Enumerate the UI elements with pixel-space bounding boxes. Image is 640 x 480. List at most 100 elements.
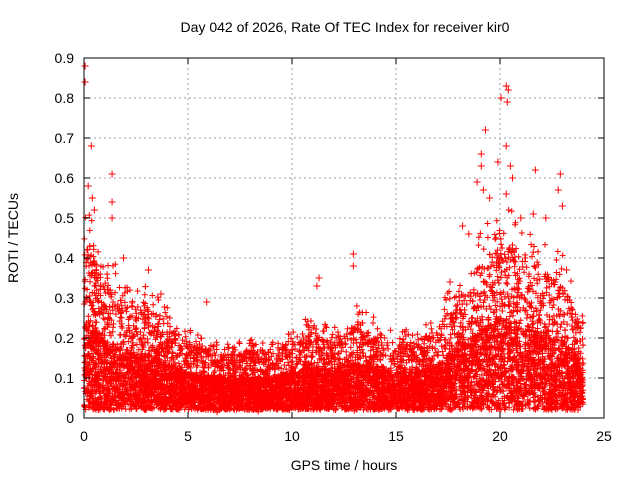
data-point	[446, 295, 453, 302]
data-point	[460, 313, 467, 320]
chart-title: Day 042 of 2026, Rate Of TEC Index for r…	[181, 19, 510, 35]
data-point	[275, 352, 282, 359]
data-point	[124, 346, 131, 353]
data-point	[381, 334, 388, 341]
data-point	[84, 396, 91, 403]
data-point	[461, 297, 468, 304]
data-point	[553, 269, 560, 276]
data-point	[193, 363, 200, 370]
data-point	[199, 360, 206, 367]
data-point	[160, 320, 167, 327]
data-point	[86, 212, 93, 219]
data-point	[373, 363, 380, 370]
data-point	[549, 304, 556, 311]
data-point	[154, 294, 161, 301]
data-point	[568, 278, 575, 285]
data-point	[289, 358, 296, 365]
data-point	[359, 319, 366, 326]
data-point	[126, 287, 133, 294]
data-point	[190, 361, 197, 368]
data-point	[429, 343, 436, 350]
data-point	[558, 265, 565, 272]
data-point	[490, 309, 497, 316]
data-point	[503, 279, 510, 286]
data-point	[403, 359, 410, 366]
data-point	[149, 342, 156, 349]
data-point	[442, 345, 449, 352]
data-point	[438, 343, 445, 350]
data-point	[517, 307, 524, 314]
data-point	[427, 338, 434, 345]
data-point	[576, 329, 583, 336]
data-point	[535, 261, 542, 268]
data-point	[350, 329, 357, 336]
data-point	[181, 361, 188, 368]
data-point	[353, 303, 360, 310]
data-point	[441, 306, 448, 313]
data-point	[451, 323, 458, 330]
data-point	[105, 310, 112, 317]
data-point	[194, 331, 201, 338]
data-point	[179, 337, 186, 344]
data-point	[129, 312, 136, 319]
data-point	[533, 307, 540, 314]
data-point	[537, 307, 544, 314]
data-point	[503, 259, 510, 266]
data-point	[572, 311, 579, 318]
data-point	[308, 354, 315, 361]
data-point	[528, 241, 535, 248]
data-point	[451, 330, 458, 337]
data-point	[475, 234, 482, 241]
data-point	[338, 339, 345, 346]
data-point	[396, 335, 403, 342]
data-point	[198, 348, 205, 355]
data-point	[400, 336, 407, 343]
data-point	[442, 336, 449, 343]
data-point	[357, 355, 364, 362]
data-point	[86, 262, 93, 269]
data-point	[487, 263, 494, 270]
data-point	[498, 296, 505, 303]
data-point	[160, 315, 167, 322]
data-point	[572, 329, 579, 336]
data-point	[200, 364, 207, 371]
data-point	[516, 266, 523, 273]
data-point	[312, 330, 319, 337]
data-point	[473, 347, 480, 354]
data-point	[395, 345, 402, 352]
data-point	[86, 322, 93, 329]
data-point	[557, 324, 564, 331]
data-point	[145, 308, 152, 315]
data-point	[405, 331, 412, 338]
data-point	[484, 234, 491, 241]
data-point	[484, 220, 491, 227]
data-point	[493, 217, 500, 224]
data-point	[457, 282, 464, 289]
data-point	[119, 325, 126, 332]
data-point	[506, 264, 513, 271]
data-point	[154, 321, 161, 328]
data-point	[421, 340, 428, 347]
data-point	[256, 359, 263, 366]
data-point	[486, 283, 493, 290]
data-point	[481, 288, 488, 295]
data-point	[438, 325, 445, 332]
data-point	[132, 326, 139, 333]
data-point	[546, 291, 553, 298]
data-point	[551, 318, 558, 325]
data-point	[544, 327, 551, 334]
data-point	[155, 320, 162, 327]
data-point	[493, 306, 500, 313]
data-point	[344, 325, 351, 332]
data-point	[118, 314, 125, 321]
data-point	[564, 321, 571, 328]
data-point	[559, 252, 566, 259]
data-point	[527, 231, 534, 238]
data-point	[133, 341, 140, 348]
data-point	[553, 276, 560, 283]
data-point	[175, 360, 182, 367]
data-point	[161, 304, 168, 311]
data-point	[164, 304, 171, 311]
data-point	[254, 367, 261, 374]
